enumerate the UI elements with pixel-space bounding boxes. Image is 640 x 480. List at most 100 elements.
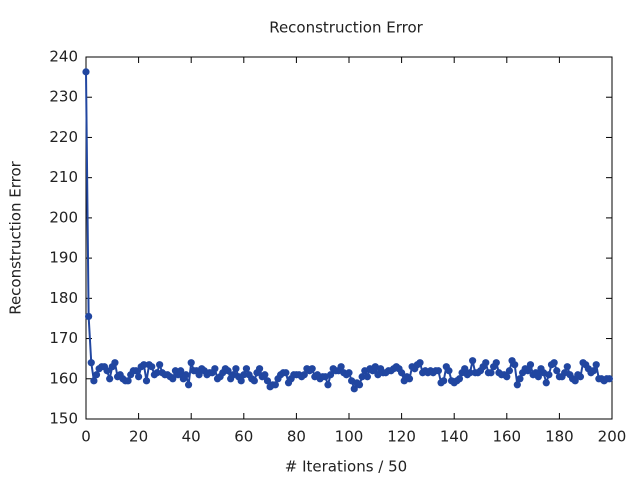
point — [563, 363, 571, 371]
point — [345, 369, 353, 377]
x-tick-label: 200 — [598, 428, 627, 446]
point — [524, 367, 532, 375]
point — [350, 385, 358, 393]
point — [487, 369, 495, 377]
y-tick-label: 240 — [49, 48, 78, 66]
series-line — [85, 71, 610, 392]
point — [90, 377, 98, 385]
x-tick-label: 180 — [545, 428, 574, 446]
point — [169, 375, 177, 383]
point — [526, 361, 535, 369]
point — [255, 365, 264, 373]
point — [503, 373, 511, 381]
point — [605, 375, 613, 383]
point — [282, 369, 290, 377]
y-tick-label: 200 — [49, 208, 78, 226]
point — [240, 371, 248, 379]
point — [550, 359, 558, 367]
point — [187, 359, 195, 367]
point — [516, 375, 524, 383]
x-tick-label: 120 — [387, 428, 416, 446]
point — [232, 365, 240, 373]
y-tick-label: 150 — [49, 410, 78, 428]
y-tick-label: 210 — [49, 168, 78, 186]
point — [434, 367, 443, 375]
point — [148, 363, 156, 371]
point — [416, 359, 424, 367]
x-tick-label: 80 — [287, 428, 306, 446]
y-tick-label: 160 — [49, 369, 78, 387]
point — [106, 375, 114, 383]
point — [92, 371, 101, 379]
x-tick-label: 0 — [81, 428, 91, 446]
point — [124, 377, 132, 385]
point — [271, 381, 279, 389]
point — [358, 373, 366, 381]
point — [242, 365, 251, 373]
point — [156, 361, 164, 369]
point — [461, 365, 469, 373]
point — [553, 367, 561, 375]
point — [592, 361, 600, 369]
point — [111, 359, 119, 367]
point — [82, 68, 90, 76]
point — [300, 371, 308, 379]
y-tick-label: 220 — [49, 128, 78, 146]
point — [224, 367, 232, 375]
point — [576, 373, 585, 381]
y-axis-label: Reconstruction Error — [7, 160, 25, 314]
point — [135, 373, 143, 381]
point — [534, 373, 542, 381]
point — [405, 375, 414, 383]
point — [324, 381, 332, 389]
point — [440, 377, 448, 385]
point — [589, 367, 598, 375]
point — [132, 367, 140, 375]
x-axis-label: # Iterations / 50 — [285, 458, 407, 476]
y-tick-label: 180 — [49, 289, 78, 307]
point — [337, 363, 345, 371]
point — [184, 381, 193, 389]
point — [85, 312, 93, 321]
point — [250, 377, 258, 385]
point — [355, 381, 364, 389]
point — [571, 377, 579, 385]
point — [237, 377, 245, 385]
point — [140, 361, 148, 369]
chart-title: Reconstruction Error — [269, 19, 423, 37]
point — [211, 365, 219, 373]
point — [142, 377, 151, 385]
y-tick-label: 170 — [49, 329, 78, 347]
point — [466, 369, 474, 377]
point — [482, 359, 490, 367]
point — [261, 371, 269, 379]
point — [545, 371, 553, 379]
point — [492, 359, 500, 367]
point — [469, 357, 477, 365]
point — [511, 361, 519, 369]
point — [308, 365, 316, 373]
x-tick-label: 40 — [182, 428, 201, 446]
point — [398, 369, 406, 377]
point — [513, 381, 521, 389]
x-tick-label: 160 — [492, 428, 521, 446]
point — [455, 375, 464, 383]
point — [195, 371, 203, 379]
x-tick-label: 20 — [129, 428, 148, 446]
x-tick-label: 100 — [335, 428, 364, 446]
point — [326, 371, 335, 379]
point — [363, 373, 372, 381]
point — [263, 377, 272, 385]
point — [87, 359, 95, 367]
x-tick-label: 140 — [440, 428, 469, 446]
point — [177, 367, 185, 375]
y-tick-label: 190 — [49, 249, 78, 267]
point — [153, 369, 161, 377]
point — [103, 367, 111, 375]
y-tick-label: 230 — [49, 88, 78, 106]
point — [445, 367, 453, 375]
point — [542, 379, 550, 387]
point — [505, 367, 514, 375]
x-tick-label: 60 — [234, 428, 253, 446]
